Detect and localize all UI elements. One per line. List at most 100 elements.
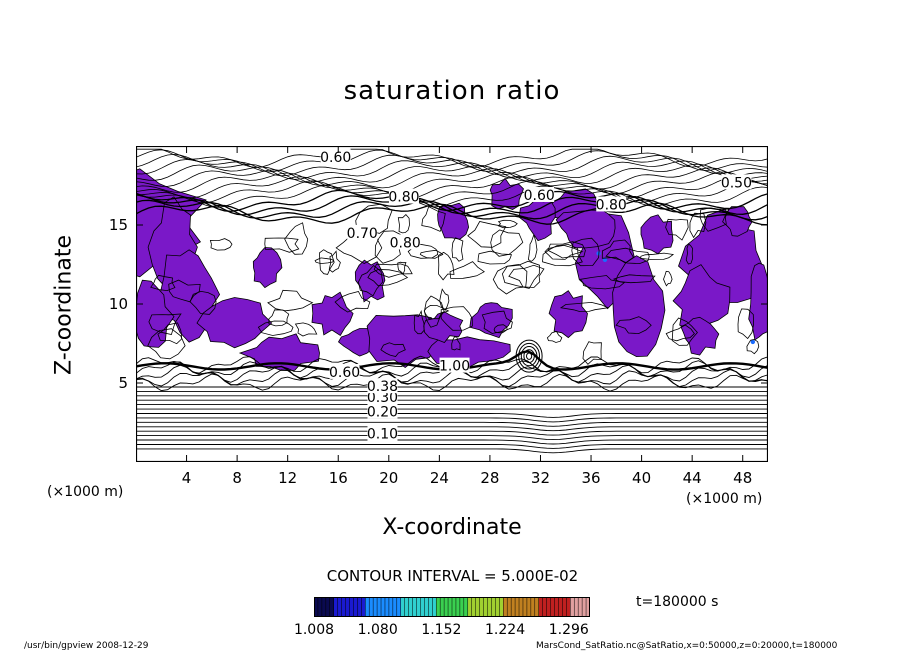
contour-line bbox=[449, 261, 485, 279]
contour-line bbox=[492, 263, 528, 295]
contour-line bbox=[419, 249, 444, 259]
contour-label-bg bbox=[524, 186, 555, 202]
contour-line bbox=[136, 176, 768, 199]
contour-line bbox=[497, 219, 518, 229]
colorbar-bin bbox=[511, 597, 516, 617]
colorbar-bin bbox=[479, 597, 484, 617]
x-axis-unit: (×1000 m) bbox=[686, 491, 763, 507]
colorbar-bin bbox=[550, 597, 555, 617]
contour-line bbox=[440, 306, 473, 331]
contour-line bbox=[380, 342, 406, 357]
colorbar-bin bbox=[388, 597, 394, 617]
colorbar-bin bbox=[329, 597, 335, 617]
colorbar-bin bbox=[432, 597, 437, 617]
contour-line bbox=[264, 237, 300, 253]
colorbar-tick-label: 1.080 bbox=[357, 622, 398, 638]
contour-label-bg bbox=[329, 363, 360, 379]
colorbar-bin bbox=[582, 597, 587, 617]
contour-plot: 0.10 0.200.300.38 0.60 1.00 0.60 0.80 0.60 0.80… bbox=[136, 146, 768, 462]
contour-label: 0.20 bbox=[367, 404, 398, 420]
colorbar-bin bbox=[333, 597, 338, 617]
contour-line bbox=[612, 274, 656, 284]
x-axis-label: X-coordinate bbox=[382, 515, 522, 540]
contour-line bbox=[397, 214, 410, 234]
supersat-region bbox=[311, 291, 354, 336]
contour-interval-text: CONTOUR INTERVAL = 5.000E-02 bbox=[326, 567, 579, 585]
contour-label: 0.38 bbox=[367, 379, 398, 395]
colorbar-bin bbox=[487, 597, 492, 617]
colorbar-tick-labels: 1.008 1.080 1.152 1.224 1.296 bbox=[294, 622, 616, 640]
colorbar-bin bbox=[562, 597, 567, 617]
contour-line bbox=[547, 241, 586, 259]
contour-label: 0.60 bbox=[524, 188, 555, 204]
contour-line bbox=[148, 313, 182, 335]
colorbar-bin bbox=[483, 597, 488, 617]
colorbar-bin bbox=[570, 597, 575, 617]
x-tick-label: 8 bbox=[232, 469, 242, 487]
colorbar-bin bbox=[353, 597, 358, 617]
contour-line bbox=[357, 264, 384, 297]
footer-command: /usr/bin/gpview 2008-12-29 bbox=[24, 641, 149, 651]
contour-label: 0.60 bbox=[320, 150, 351, 166]
supersat-region bbox=[548, 290, 588, 339]
contour-line bbox=[665, 324, 695, 342]
supersat-region bbox=[196, 297, 273, 349]
contour-line bbox=[451, 336, 461, 351]
colorbar-bin bbox=[586, 597, 590, 617]
colorbar-bin bbox=[526, 597, 532, 617]
colorbar-bin bbox=[538, 597, 543, 617]
colorbar-bin bbox=[341, 597, 346, 617]
contour-line bbox=[493, 324, 508, 334]
contour-line bbox=[267, 289, 314, 312]
colorbar-bin bbox=[452, 597, 457, 617]
supersat-region bbox=[640, 214, 674, 255]
supersat-region bbox=[680, 316, 720, 356]
contour-line bbox=[136, 167, 768, 190]
colorbar-bin bbox=[448, 597, 453, 617]
contour-line bbox=[257, 320, 294, 336]
contour-label: 0.50 bbox=[721, 175, 752, 191]
colorbar-bin bbox=[475, 597, 480, 617]
contour-line bbox=[355, 203, 393, 234]
x-tick-label: 48 bbox=[733, 469, 753, 487]
x-tick-label: 36 bbox=[581, 469, 601, 487]
contour-label-bg bbox=[347, 224, 378, 240]
contour-line bbox=[136, 435, 768, 441]
colorbar-bin bbox=[440, 597, 445, 617]
contour-label-bg bbox=[367, 378, 398, 394]
colorbar-bin bbox=[436, 597, 441, 617]
supersat-region bbox=[238, 333, 320, 371]
colorbar-bin bbox=[491, 597, 496, 617]
contour-line bbox=[413, 310, 425, 335]
contour-line bbox=[579, 275, 626, 290]
x-tick-label: 28 bbox=[480, 469, 500, 487]
colorbar-bin bbox=[337, 597, 342, 617]
colorbar-bin bbox=[424, 597, 429, 617]
contour-line bbox=[136, 180, 768, 204]
colorbar-bin bbox=[499, 597, 504, 617]
colorbar-tick-label: 1.224 bbox=[485, 622, 526, 638]
contour-line bbox=[438, 251, 455, 281]
contour-line bbox=[136, 430, 768, 436]
colorbar-bin bbox=[381, 597, 386, 617]
colorbar-bin bbox=[455, 597, 461, 617]
contour-line bbox=[136, 444, 768, 449]
contour-line bbox=[737, 308, 755, 340]
contour-label: 0.60 bbox=[329, 365, 360, 381]
colorbar-bin bbox=[554, 597, 559, 617]
contour-line bbox=[689, 212, 707, 239]
contour-line bbox=[746, 338, 760, 355]
peak-saturation-spot bbox=[750, 339, 756, 345]
footer-source: MarsCond_SatRatio.nc@SatRatio,x=0:50000,… bbox=[536, 641, 838, 651]
contour-line bbox=[136, 189, 768, 212]
colorbar-bin bbox=[507, 597, 512, 617]
colorbar-bin bbox=[321, 597, 327, 617]
colorbar-bin bbox=[542, 597, 547, 617]
x-tick-label: 32 bbox=[530, 469, 551, 487]
contour-line bbox=[615, 316, 652, 335]
x-tick-label: 4 bbox=[181, 469, 192, 487]
contour-line bbox=[136, 149, 768, 173]
contour-line bbox=[699, 207, 730, 232]
contour-line bbox=[314, 257, 335, 265]
colorbar-bin bbox=[349, 597, 354, 617]
